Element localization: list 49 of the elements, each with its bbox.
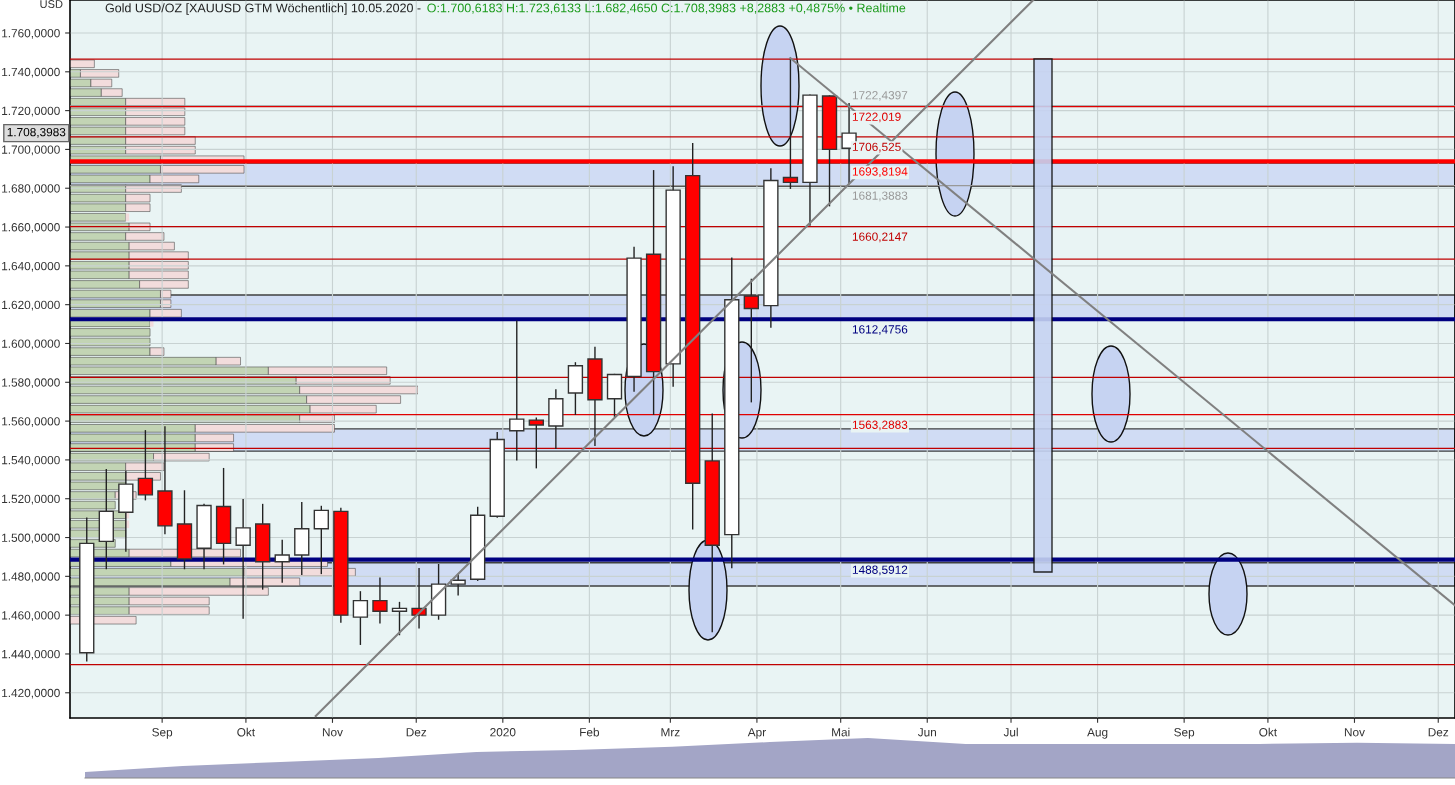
y-tick-label: 1.680,0000 bbox=[2, 184, 60, 195]
y-tick-label: 1.660,0000 bbox=[2, 223, 60, 233]
y-tick-label: 1.760,0000 bbox=[2, 29, 60, 39]
y-tick-label: 1.700,0000 bbox=[2, 145, 60, 156]
x-tick-label: Nov bbox=[1344, 728, 1365, 737]
x-tick-label: Sep bbox=[1174, 728, 1195, 739]
y-tick-label: 1.480,0000 bbox=[2, 572, 60, 583]
chart-subtitle: O:1.700,6183 H:1.723,6133 L:1.682,4650 C:1.708,3983 +8,2883 +0,4875% • Realtime bbox=[427, 3, 906, 14]
ref-line-label: 1706,525 bbox=[852, 142, 901, 153]
x-tick-label: Jul bbox=[1003, 727, 1018, 737]
y-tick-label: 1.720,0000 bbox=[2, 106, 60, 117]
y-tick-label: 1.520,0000 bbox=[2, 494, 60, 505]
y-tick-label: 1.500,0000 bbox=[2, 533, 60, 544]
x-tick-label: Aug bbox=[1087, 728, 1108, 739]
x-tick-label: Jun bbox=[917, 728, 936, 737]
x-tick-label: Feb bbox=[580, 727, 600, 737]
ref-line-label: 1488,5912 bbox=[852, 565, 908, 576]
y-tick-label: 1.600,0000 bbox=[2, 339, 60, 350]
candlestick bbox=[391, 601, 408, 636]
x-tick-label: Okt bbox=[1259, 727, 1278, 737]
y-axis-title: USD bbox=[40, 0, 63, 8]
x-tick-label: Okt bbox=[237, 727, 256, 737]
x-tick-label: Dez bbox=[406, 728, 427, 737]
y-tick-label: 1.440,0000 bbox=[2, 650, 60, 660]
x-tick-label: Dez bbox=[1428, 728, 1449, 737]
y-tick-label: 1.740,0000 bbox=[2, 67, 60, 78]
ref-line-label: 1681,3883 bbox=[852, 191, 908, 202]
y-tick-label: 1.420,0000 bbox=[2, 688, 60, 699]
x-tick-label: 2020 bbox=[490, 728, 516, 737]
x-tick-label: Nov bbox=[322, 728, 343, 737]
x-tick-label: Sep bbox=[152, 728, 173, 739]
ref-line-label: 1722,4397 bbox=[852, 91, 908, 101]
y-tick-label: 1.640,0000 bbox=[2, 261, 60, 272]
x-tick-label: Mrz bbox=[661, 728, 680, 737]
text: 1.708,3983 bbox=[7, 127, 66, 138]
y-tick-label: 1.540,0000 bbox=[2, 455, 60, 466]
x-tick-label: Mai bbox=[832, 727, 850, 737]
ref-line-label: 1660,2147 bbox=[852, 232, 908, 243]
ref-line-label: 1612,4756 bbox=[852, 325, 908, 335]
y-tick-label: 1.580,0000 bbox=[2, 378, 60, 389]
y-tick-label: 1.620,0000 bbox=[2, 300, 60, 311]
ref-line-label: 1563,2883 bbox=[852, 420, 908, 431]
y-tick-label: 1.560,0000 bbox=[2, 417, 60, 427]
ref-line-label: 1722,019 bbox=[852, 112, 901, 123]
candlestick bbox=[352, 591, 369, 645]
chart-title: Gold USD/OZ [XAUUSD GTM Wöchentlich] 10.05.2020 - bbox=[105, 3, 421, 15]
y-tick-label: 1.460,0000 bbox=[2, 611, 60, 621]
ref-line-label: 1693,8194 bbox=[852, 167, 908, 178]
x-tick-label: Apr bbox=[747, 728, 766, 739]
